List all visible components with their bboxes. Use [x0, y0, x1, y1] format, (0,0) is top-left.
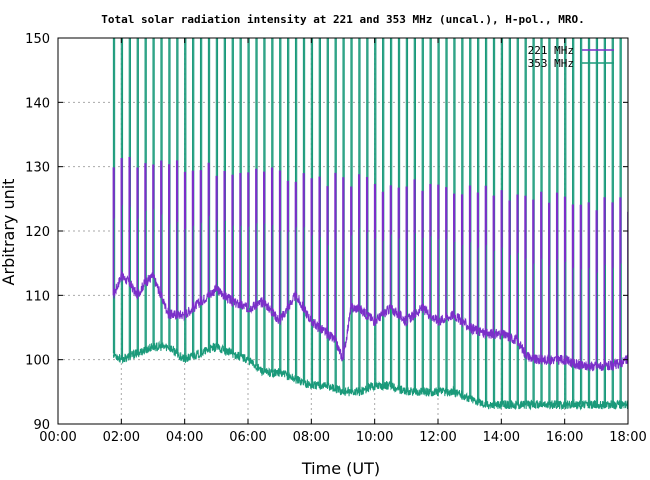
- y-tick-label: 120: [25, 225, 50, 240]
- series-layer: [112, 38, 628, 411]
- y-tick-label: 130: [25, 161, 50, 176]
- legend-label-221mhz: 221 MHz: [528, 44, 574, 57]
- axis-ticks: 00:00 02:00 04:00 06:00 08:00 10:00 12:00 14:00…: [25, 32, 647, 445]
- x-tick-label: 02:00: [103, 430, 140, 445]
- legend: 221 MHz 353 MHz: [528, 44, 614, 70]
- legend-label-353mhz: 353 MHz: [528, 57, 574, 70]
- calibration-spikes-221mhz: [112, 156, 628, 367]
- y-tick-label: 90: [33, 418, 50, 433]
- series-line-221mhz: [112, 271, 628, 372]
- x-axis-label: Time (UT): [301, 459, 380, 478]
- series-line-353mhz: [112, 340, 628, 411]
- y-tick-label: 140: [25, 96, 50, 111]
- calibration-spikes-353mhz: [112, 38, 628, 405]
- x-tick-label: 14:00: [483, 430, 520, 445]
- x-tick-label: 10:00: [356, 430, 393, 445]
- y-tick-label: 100: [25, 354, 50, 369]
- x-tick-label: 18:00: [609, 430, 646, 445]
- x-tick-label: 12:00: [419, 430, 456, 445]
- x-tick-label: 08:00: [293, 430, 330, 445]
- x-tick-label: 06:00: [229, 430, 266, 445]
- x-tick-label: 16:00: [546, 430, 583, 445]
- chart-title: Total solar radiation intensity at 221 a…: [101, 13, 584, 26]
- x-tick-label: 04:00: [166, 430, 203, 445]
- y-tick-label: 110: [25, 289, 50, 304]
- y-tick-label: 150: [25, 32, 50, 47]
- y-axis-label: Arbitrary unit: [0, 179, 18, 286]
- x-tick-label: 00:00: [39, 430, 76, 445]
